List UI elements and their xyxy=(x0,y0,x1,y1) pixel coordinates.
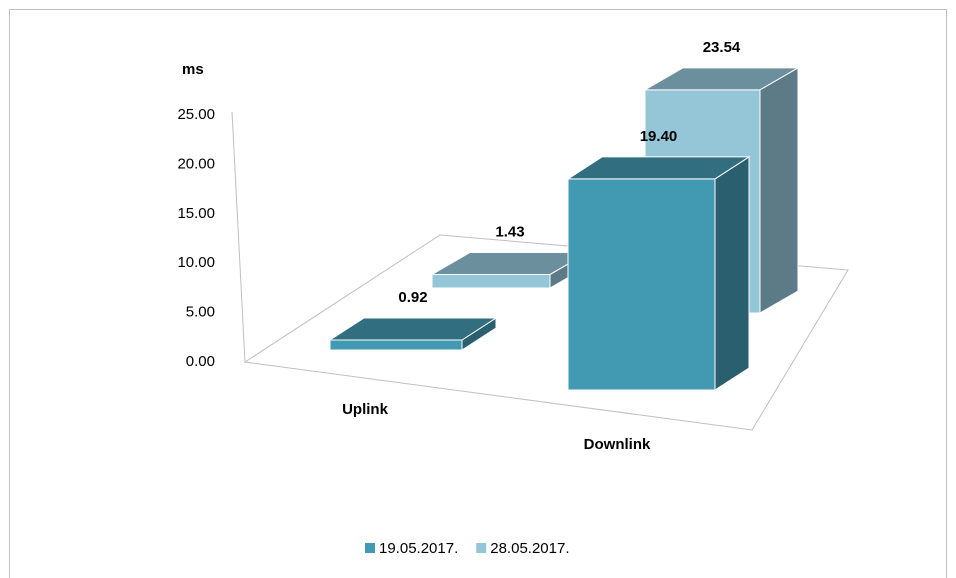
bar xyxy=(431,273,551,289)
chart-border xyxy=(9,9,947,578)
bar-side xyxy=(714,156,750,391)
bar-top xyxy=(643,67,800,91)
y-tick-label: 20.00 xyxy=(177,155,215,172)
y-tick-label: 0.00 xyxy=(186,353,215,370)
data-label: 23.54 xyxy=(703,39,741,56)
legend-label: 28.05.2017. xyxy=(490,540,569,557)
data-label: 0.92 xyxy=(398,289,427,306)
y-axis xyxy=(231,111,246,363)
data-label: 19.40 xyxy=(640,128,678,145)
y-axis-label: ms xyxy=(182,61,204,78)
bar xyxy=(567,178,716,391)
legend-swatch xyxy=(476,543,487,553)
y-tick-label: 5.00 xyxy=(186,304,215,321)
x-tick-label: Downlink xyxy=(584,436,651,453)
legend-label: 19.05.2017. xyxy=(379,540,458,557)
bar-top xyxy=(328,317,498,341)
y-tick-label: 25.00 xyxy=(177,106,215,123)
x-tick-label: Uplink xyxy=(342,401,388,418)
y-tick-label: 15.00 xyxy=(177,205,215,222)
legend-swatch xyxy=(365,543,375,553)
y-tick-label: 10.00 xyxy=(177,254,215,271)
bar xyxy=(329,339,463,351)
bar-side xyxy=(759,66,799,314)
bar-top xyxy=(566,156,751,180)
data-label: 1.43 xyxy=(495,223,524,240)
